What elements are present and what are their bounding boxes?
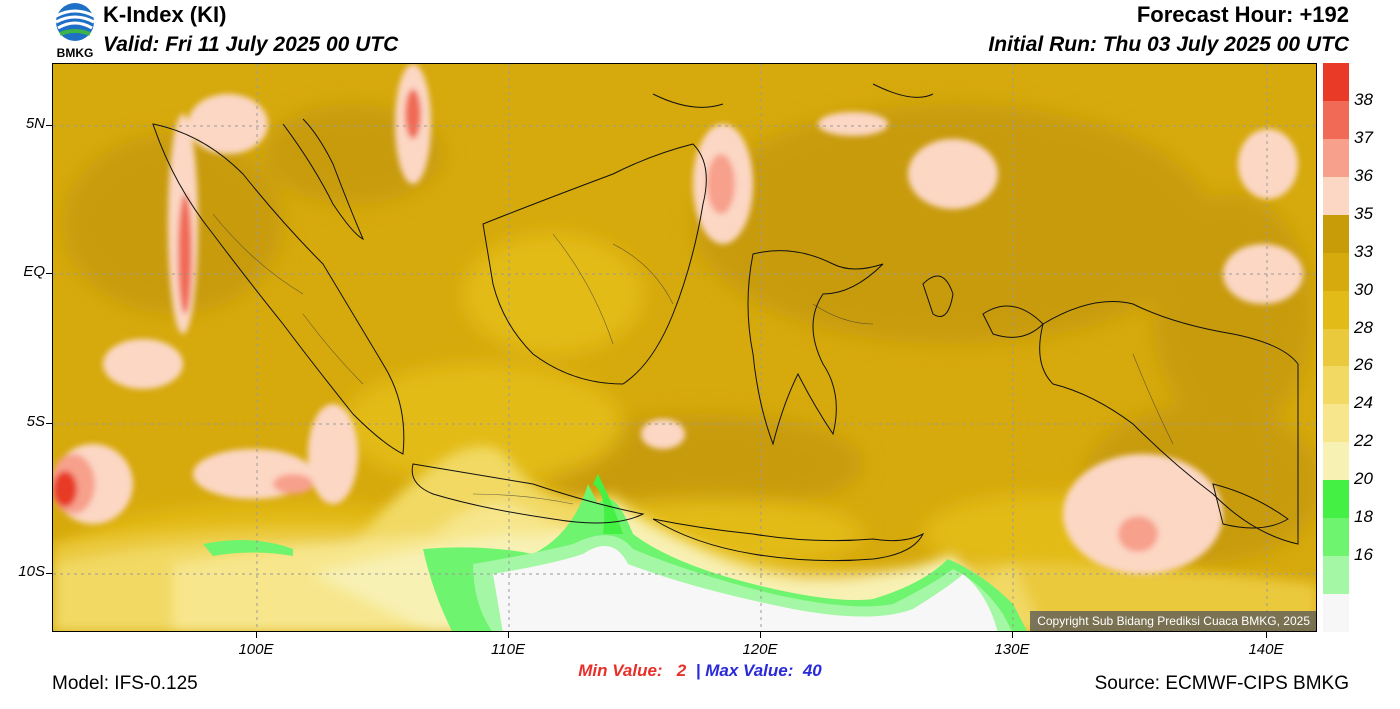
lon-label-140e: 140E (1248, 641, 1284, 658)
source-label: Source: ECMWF-CIPS BMKG (1094, 673, 1349, 694)
colorbar-label: 30 (1354, 279, 1373, 299)
min-max-separator: | (695, 661, 701, 680)
min-label: Min Value: (578, 661, 663, 680)
lon-label-110e: 110E (491, 641, 525, 658)
lon-tick-130e (1012, 632, 1013, 638)
high-k-index-clusters (53, 64, 1303, 574)
colorbar-segment (1323, 404, 1349, 443)
min-max-readout: Min Value: 2 | Max Value: 40 (0, 661, 1400, 681)
colorbar-segment (1323, 480, 1349, 519)
colorbar-segment (1323, 594, 1349, 633)
colorbar-label: 16 (1354, 545, 1373, 565)
colorbar-label: 24 (1354, 393, 1373, 413)
lon-tick-120e (760, 632, 761, 638)
k-index-field-map (53, 64, 1316, 631)
colorbar-label: 18 (1354, 507, 1373, 527)
lon-label-120e: 120E (742, 641, 778, 658)
colorbar (1323, 63, 1349, 633)
lat-tick-5n (46, 125, 52, 126)
max-value: 40 (802, 661, 822, 680)
lat-label-eq: EQ (23, 263, 45, 280)
colorbar-label: 37 (1354, 127, 1373, 147)
colorbar-segment (1323, 328, 1349, 367)
lon-tick-110e (508, 632, 509, 638)
lat-label-5s: 5S (26, 413, 45, 430)
graticule (53, 64, 1316, 631)
max-label: Max Value: (705, 661, 794, 680)
map-title: K-Index (KI) (103, 2, 227, 27)
lat-label-10s: 10S (18, 563, 45, 580)
coastlines (152, 83, 1299, 562)
colorbar-label: 38 (1354, 89, 1373, 109)
colorbar-segment (1323, 176, 1349, 216)
colorbar-label: 26 (1354, 355, 1373, 375)
green-low-band (203, 474, 1027, 631)
lon-label-130e: 130E (994, 641, 1030, 658)
initial-run: Initial Run: Thu 03 July 2025 00 UTC (988, 33, 1349, 56)
lon-tick-140e (1266, 632, 1267, 638)
model-label: Model: IFS-0.125 (52, 673, 198, 694)
lon-tick-100e (256, 632, 257, 638)
map-panel: Copyright Sub Bidang Prediksi Cuaca BMKG… (52, 63, 1317, 632)
lat-tick-5s (46, 423, 52, 424)
logo-text: BMKG (57, 46, 94, 60)
colorbar-label: 35 (1354, 203, 1373, 223)
colorbar-segment (1323, 100, 1349, 140)
colorbar-segment (1323, 290, 1349, 330)
colorbar-segment (1323, 556, 1349, 595)
admin-borders (212, 213, 1174, 505)
lat-tick-eq (46, 273, 52, 274)
bmkg-logo: BMKG (50, 2, 100, 60)
copyright-note: Copyright Sub Bidang Prediksi Cuaca BMKG… (1030, 611, 1316, 631)
colorbar-segment (1323, 442, 1349, 481)
colorbar-segment (1323, 138, 1349, 178)
colorbar-segment (1323, 252, 1349, 292)
colorbar-label: 22 (1354, 431, 1373, 451)
colorbar-label: 20 (1354, 469, 1373, 489)
lat-label-5n: 5N (25, 115, 45, 132)
colorbar-label: 33 (1354, 241, 1373, 261)
lat-tick-10s (46, 573, 52, 574)
colorbar-label: 28 (1354, 317, 1373, 337)
min-value: 2 (676, 661, 687, 680)
lon-label-100e: 100E (238, 641, 274, 658)
colorbar-segment (1323, 63, 1349, 102)
colorbar-segment (1323, 214, 1349, 254)
forecast-hour: Forecast Hour: +192 (1136, 2, 1349, 27)
colorbar-segment (1323, 366, 1349, 405)
colorbar-label: 36 (1354, 165, 1373, 185)
colorbar-segment (1323, 518, 1349, 557)
valid-time: Valid: Fri 11 July 2025 00 UTC (103, 33, 399, 56)
